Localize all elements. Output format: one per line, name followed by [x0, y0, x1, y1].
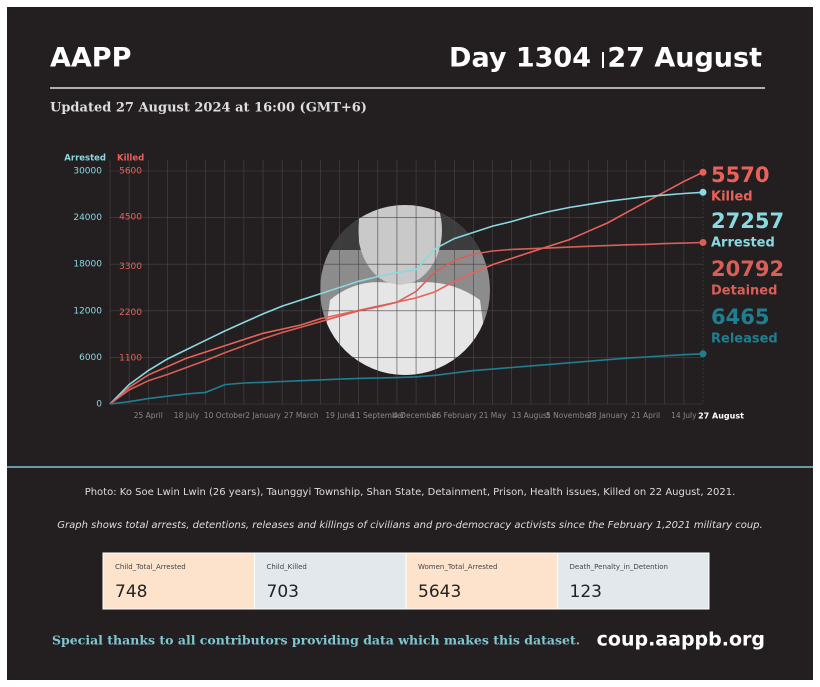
series-line: [109, 191, 704, 405]
chart: 25 April 18 July 10 October 2 January 27 Mar…: [64, 154, 784, 421]
x-tick-label: 27 March: [284, 411, 319, 420]
photo: [320, 205, 490, 375]
x-tick-label: 5 November: [546, 411, 593, 420]
url: coup.aappb.org: [597, 629, 765, 651]
legend-entry: Released: [711, 332, 778, 347]
series-line: [109, 171, 704, 405]
y-tick-label: 18000: [73, 260, 102, 270]
title: AAPP: [50, 43, 131, 74]
card: [254, 552, 407, 610]
x-tick-label: 10 October: [204, 411, 247, 420]
cards: Child_Total_Arrested 748 Child_Killed 703 Wo…: [102, 552, 710, 610]
card-value: 703: [267, 582, 299, 602]
x-tick-label: 21 April: [631, 411, 660, 420]
updated: Updated 27 August 2024 at 16:00 (GMT+6): [50, 101, 367, 116]
y-tick-label: 0: [96, 400, 102, 410]
legend-entry: Killed: [711, 190, 753, 205]
end-dot: [699, 168, 707, 176]
x-tick-label: 26 February: [432, 411, 478, 420]
x-tick-label: 21 May: [479, 411, 507, 420]
y-tick-label: 12000: [73, 306, 102, 316]
end-value: 5570: [711, 163, 769, 187]
end-value: 27257: [711, 209, 784, 233]
card-label: Women_Total_Arrested: [418, 563, 497, 571]
y2-tick-label: 2200: [119, 308, 142, 318]
date: 27 August: [607, 43, 762, 74]
x-tick-label: 14 July: [671, 411, 697, 420]
series-line: [109, 353, 704, 405]
y2-tick-label: 5600: [119, 167, 142, 177]
x-tick-label: 2 January: [245, 411, 281, 420]
y2-tick-label: 3300: [119, 262, 142, 272]
x-tick-label: 19 June: [325, 411, 354, 420]
thanks: Special thanks to all contributors provi…: [52, 633, 580, 648]
y-tick-label: 6000: [79, 353, 102, 363]
caption: Photo: Ko Soe Lwin Lwin (26 years), Taun…: [85, 487, 736, 498]
series-line: [109, 241, 704, 405]
x-tick-label: 18 July: [174, 411, 200, 420]
x-tick-label: 11 September: [351, 411, 405, 420]
end-dot: [699, 188, 707, 196]
card-value: 748: [115, 582, 147, 602]
card-label: Death_Penalty_in_Detention: [570, 563, 668, 571]
legend-entry: Arrested: [711, 236, 775, 251]
end-value: 6465: [711, 305, 769, 329]
day: Day 1304: [449, 43, 591, 74]
x-tick-label: 27 August: [698, 412, 744, 421]
note: Graph shows total arrests, detentions, r…: [57, 520, 762, 531]
x-tick-label: 4 December: [393, 411, 440, 420]
card: [405, 552, 558, 610]
x-tick-label: 13 August: [512, 411, 550, 420]
x-tick-label: 28 January: [587, 411, 628, 420]
y2-tick-label: 1100: [119, 354, 142, 364]
y-tick-label: 30000: [73, 167, 102, 177]
card-label: Child_Total_Arrested: [115, 563, 186, 571]
x-tick-label: 25 April: [134, 411, 163, 420]
y-axis-label: Arrested: [64, 154, 106, 164]
end-value: 20792: [711, 257, 784, 281]
card-value: 123: [570, 582, 602, 602]
y-tick-label: 24000: [73, 213, 102, 223]
card-value: 5643: [418, 582, 461, 602]
legend-entry: Detained: [711, 284, 777, 299]
end-dot: [699, 239, 707, 247]
y2-axis-label: Killed: [117, 154, 144, 164]
y2-tick-label: 4500: [119, 212, 142, 222]
card: [557, 552, 710, 610]
card-label: Child_Killed: [267, 563, 307, 571]
end-dot: [699, 350, 707, 358]
